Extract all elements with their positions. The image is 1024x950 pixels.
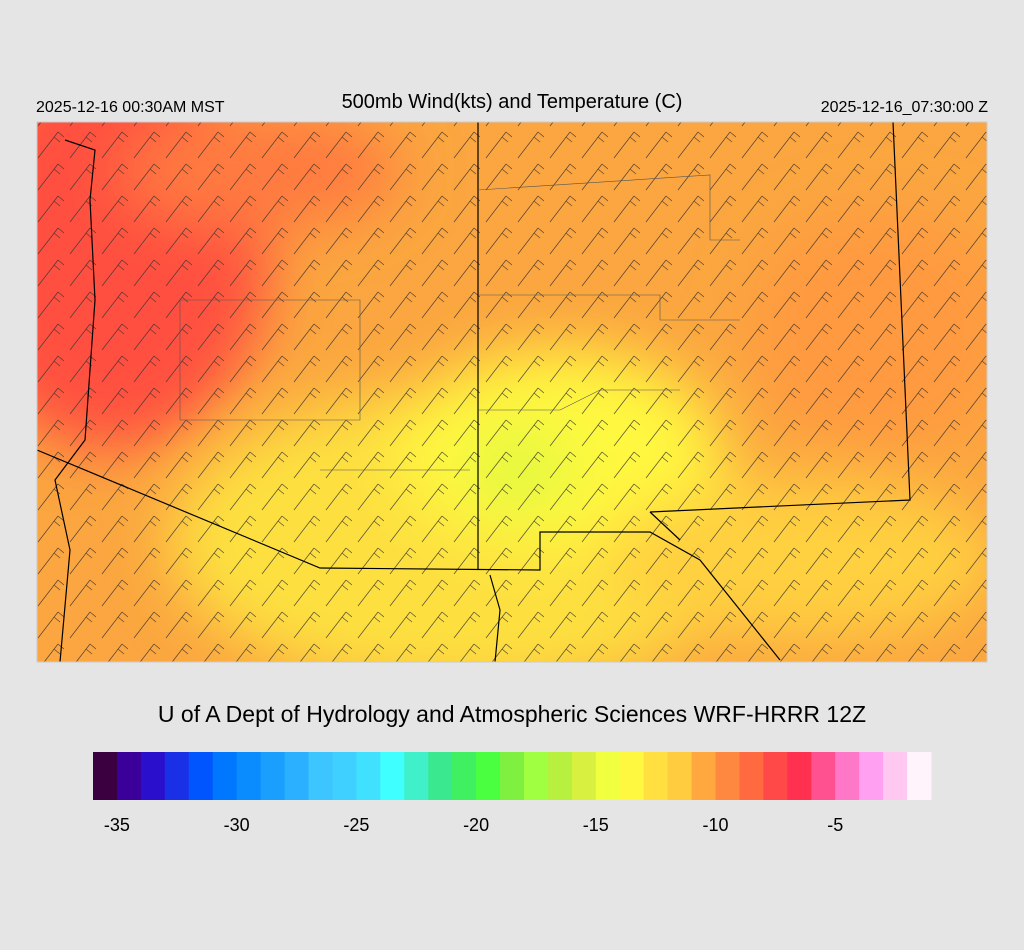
colorbar-tick-label: -25: [343, 815, 369, 835]
colorbar-segment: [140, 752, 166, 800]
colorbar-segment: [308, 752, 333, 800]
colorbar-segment: [212, 752, 238, 800]
colorbar: -35 -30 -25 -20 -15 -10 -5: [93, 752, 932, 835]
colorbar-segment: [763, 752, 788, 800]
colorbar-segment: [116, 752, 142, 800]
credit: U of A Dept of Hydrology and Atmospheric…: [158, 701, 866, 727]
colorbar-segment: [883, 752, 908, 800]
colorbar-segment: [93, 752, 118, 800]
colorbar-segment: [452, 752, 477, 800]
colorbar-segment: [715, 752, 740, 800]
colorbar-segment: [571, 752, 597, 800]
colorbar-segment: [428, 752, 453, 800]
colorbar-segment: [739, 752, 764, 800]
colorbar-segment: [523, 752, 549, 800]
colorbar-segment: [835, 752, 860, 800]
colorbar-tick-label: -10: [703, 815, 729, 835]
colorbar-segment: [500, 752, 525, 800]
colorbar-tick-label: -30: [224, 815, 250, 835]
colorbar-segment: [811, 752, 836, 800]
colorbar-segment: [356, 752, 381, 800]
colorbar-segment: [643, 752, 669, 800]
colorbar-segment: [595, 752, 621, 800]
colorbar-tick-label: -35: [104, 815, 130, 835]
colorbar-segment: [380, 752, 405, 800]
colorbar-segment: [547, 752, 573, 800]
colorbar-tick-label: -15: [583, 815, 609, 835]
utc-time: 2025-12-16_07:30:00 Z: [821, 99, 988, 116]
colorbar-segment: [859, 752, 884, 800]
colorbar-segment: [284, 752, 309, 800]
colorbar-segment: [691, 752, 717, 800]
colorbar-segment: [476, 752, 501, 800]
colorbar-segment: [907, 752, 932, 800]
wind-barbs: [37, 122, 987, 662]
state-borders: [37, 122, 911, 662]
county-borders: [179, 174, 740, 471]
colorbar-segment: [164, 752, 190, 800]
colorbar-segment: [667, 752, 693, 800]
colorbar-segment: [332, 752, 357, 800]
local-time: 2025-12-16 00:30AM MST: [36, 99, 225, 116]
colorbar-segment: [188, 752, 214, 800]
map: [37, 122, 987, 662]
map-frame: [36, 121, 988, 663]
colorbar-segment: [404, 752, 429, 800]
colorbar-tick-label: -20: [463, 815, 489, 835]
map-title: 500mb Wind(kts) and Temperature (C): [342, 91, 683, 113]
colorbar-segment: [619, 752, 645, 800]
colorbar-segment: [787, 752, 812, 800]
colorbar-segment: [260, 752, 286, 800]
colorbar-segment: [236, 752, 262, 800]
colorbar-tick-label: -5: [827, 815, 843, 835]
